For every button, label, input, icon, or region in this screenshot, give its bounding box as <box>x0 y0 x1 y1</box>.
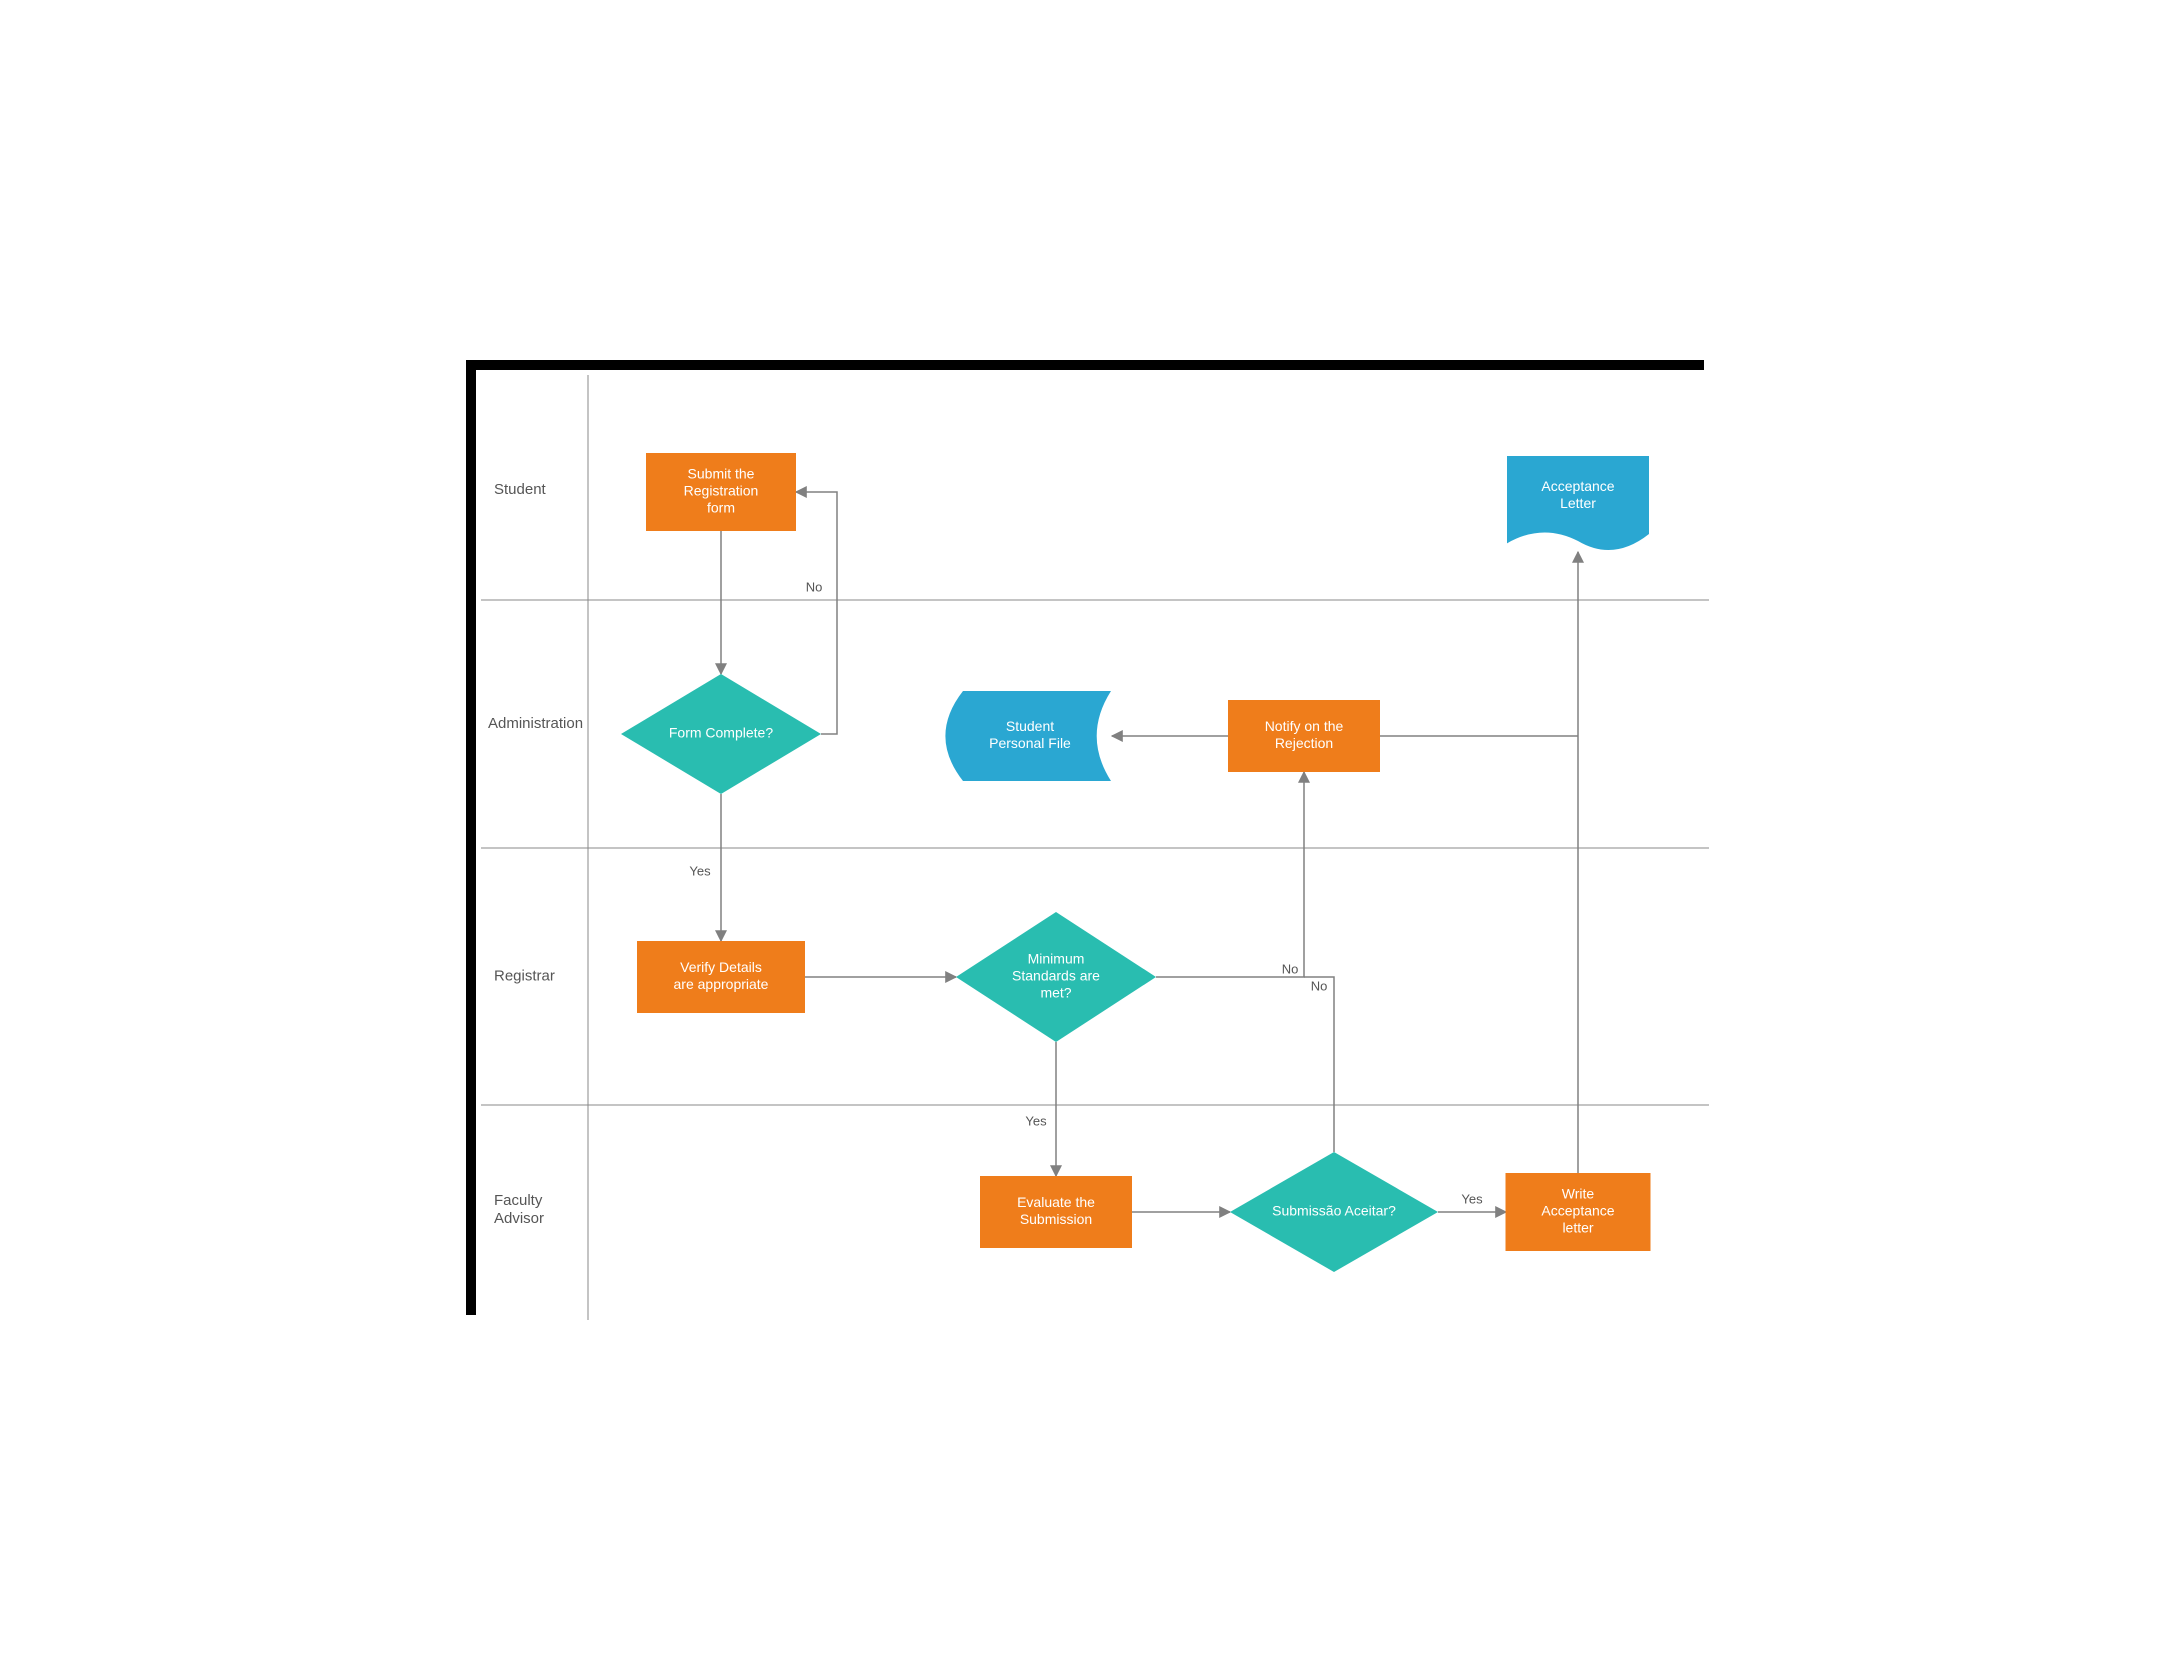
edge-label-e_minstd_no: No <box>1282 961 1299 976</box>
process-label-writeacc: Write <box>1562 1186 1595 1202</box>
edge-label-e_formq_no: No <box>806 579 823 594</box>
process-label-writeacc: Acceptance <box>1541 1203 1614 1219</box>
process-label-submit: Submit the <box>688 466 755 482</box>
lane-label-faculty: Faculty <box>494 1192 543 1209</box>
process-label-notify: Notify on the <box>1265 718 1344 734</box>
decision-label-minstd: Standards are <box>1012 968 1100 984</box>
edge-label-e_subacc_no: No <box>1311 978 1328 993</box>
flowchart-frame: Student Administration Registrar FacultyAdv… <box>466 360 1704 1315</box>
edge-label-e_formq_yes: Yes <box>689 863 711 878</box>
edge-label-e_minstd_yes: Yes <box>1025 1113 1047 1128</box>
process-label-verify: are appropriate <box>674 976 769 992</box>
edge-label-e_subacc_yes: Yes <box>1461 1191 1483 1206</box>
lane-label-faculty: Advisor <box>494 1210 544 1227</box>
storage-label-spfile: Student <box>1006 718 1054 734</box>
decision-label-minstd: met? <box>1040 985 1071 1001</box>
process-label-eval: Evaluate the <box>1017 1194 1095 1210</box>
process-label-notify: Rejection <box>1275 735 1333 751</box>
decision-label-minstd: Minimum <box>1028 951 1085 967</box>
lane-label-administration: Administration <box>488 715 583 732</box>
lane-label-student: Student <box>494 481 547 498</box>
process-label-submit: Registration <box>684 483 759 499</box>
document-label-accdoc: Acceptance <box>1541 478 1614 494</box>
process-label-eval: Submission <box>1020 1211 1092 1227</box>
process-label-submit: form <box>707 500 735 516</box>
decision-label-subacc: Submissão Aceitar? <box>1272 1203 1396 1219</box>
document-label-accdoc: Letter <box>1560 495 1596 511</box>
lane-label-registrar: Registrar <box>494 967 555 984</box>
swimlane-flowchart: Student Administration Registrar FacultyAdv… <box>476 370 1714 1325</box>
process-label-verify: Verify Details <box>680 959 762 975</box>
storage-label-spfile: Personal File <box>989 735 1071 751</box>
decision-label-formq: Form Complete? <box>669 725 773 741</box>
process-label-writeacc: letter <box>1562 1220 1593 1236</box>
